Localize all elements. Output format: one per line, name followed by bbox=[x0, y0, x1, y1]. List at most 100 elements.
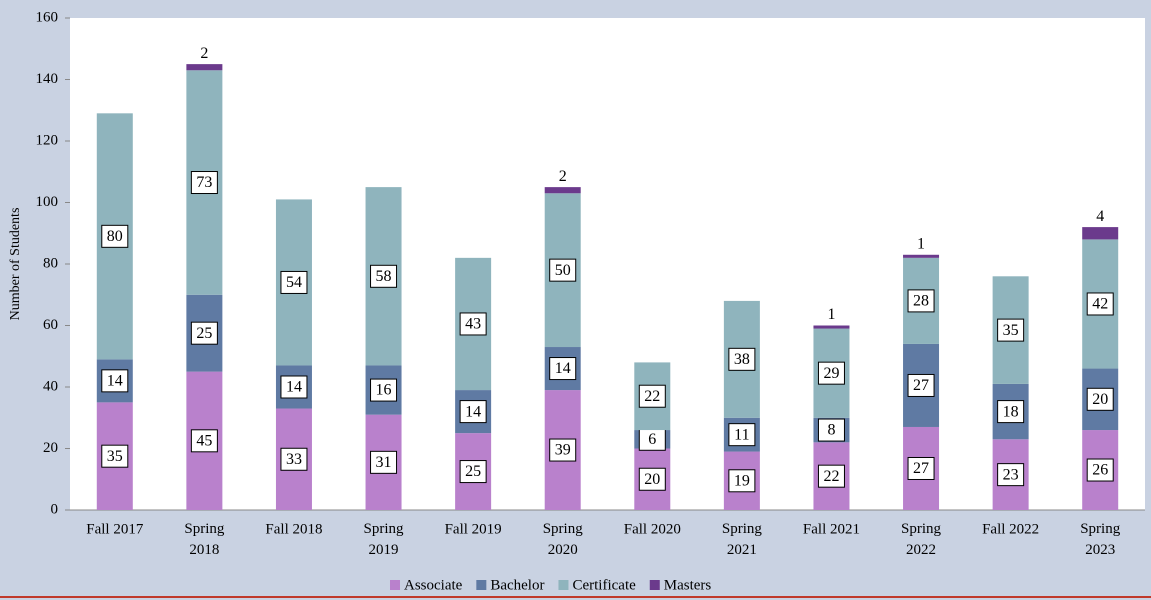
data-label-box bbox=[817, 418, 845, 442]
bar-segment bbox=[903, 254, 940, 258]
data-label: 28 bbox=[913, 293, 929, 310]
y-tick-label: 60 bbox=[43, 317, 58, 333]
legend-swatch bbox=[390, 580, 400, 590]
data-label: 20 bbox=[1092, 391, 1108, 408]
data-label: 35 bbox=[1003, 322, 1019, 339]
data-label: 54 bbox=[286, 274, 302, 291]
data-label-box bbox=[997, 463, 1025, 487]
data-label: 1 bbox=[827, 306, 835, 323]
data-label: 80 bbox=[107, 228, 123, 245]
data-label: 27 bbox=[913, 377, 929, 394]
data-label-box bbox=[101, 369, 129, 393]
data-label-box bbox=[638, 384, 666, 408]
data-label-box bbox=[370, 378, 398, 402]
data-label: 19 bbox=[734, 472, 750, 489]
data-label: 11 bbox=[734, 426, 749, 443]
y-tick-label: 120 bbox=[36, 132, 59, 148]
x-tick-label: Fall 2017 bbox=[86, 521, 144, 537]
data-label-box bbox=[997, 318, 1025, 342]
data-label: 2 bbox=[559, 168, 567, 185]
data-label-box bbox=[549, 258, 577, 282]
legend-label: Bachelor bbox=[490, 577, 544, 593]
data-label: 23 bbox=[1003, 466, 1019, 483]
data-label-box bbox=[907, 289, 935, 313]
plot-area bbox=[70, 18, 1145, 510]
data-label: 26 bbox=[1092, 462, 1108, 479]
data-label: 14 bbox=[107, 373, 123, 390]
legend-label: Certificate bbox=[572, 577, 636, 593]
data-label-box bbox=[280, 270, 308, 294]
data-label-box bbox=[817, 361, 845, 385]
x-tick-label: Fall 2021 bbox=[803, 521, 860, 537]
data-label: 50 bbox=[555, 262, 571, 279]
data-label: 42 bbox=[1092, 296, 1108, 313]
data-label-box bbox=[101, 444, 129, 468]
y-tick-label: 100 bbox=[36, 194, 59, 210]
data-label-box bbox=[459, 312, 487, 336]
data-label-box bbox=[907, 373, 935, 397]
data-label: 14 bbox=[465, 403, 481, 420]
x-tick-label: Fall 2022 bbox=[982, 521, 1039, 537]
legend-swatch bbox=[649, 580, 660, 590]
data-label-box bbox=[101, 224, 129, 248]
data-label-box bbox=[280, 447, 308, 471]
data-label: 25 bbox=[196, 325, 212, 342]
data-label-box bbox=[907, 456, 935, 480]
data-label-box bbox=[190, 321, 218, 345]
bar-segment bbox=[813, 325, 850, 329]
data-label-box bbox=[190, 171, 218, 195]
bar-segment bbox=[1082, 227, 1119, 240]
data-label: 1 bbox=[917, 235, 925, 252]
x-tick-label: Spring 2023 bbox=[1080, 521, 1121, 558]
y-tick-label: 20 bbox=[43, 440, 58, 456]
data-label: 20 bbox=[644, 471, 660, 488]
data-label: 39 bbox=[555, 442, 571, 459]
data-label: 27 bbox=[913, 460, 929, 477]
data-label: 14 bbox=[286, 379, 302, 396]
data-label: 73 bbox=[196, 174, 212, 191]
x-tick-label: Spring 2018 bbox=[184, 521, 225, 558]
x-tick-label: Fall 2020 bbox=[624, 521, 681, 537]
legend-swatch bbox=[558, 580, 569, 590]
x-tick-label: Spring 2019 bbox=[364, 521, 405, 558]
data-label: 35 bbox=[107, 448, 123, 465]
data-label: 18 bbox=[1003, 403, 1019, 420]
data-label: 38 bbox=[734, 351, 750, 368]
data-label-box bbox=[728, 347, 756, 371]
y-tick-label: 0 bbox=[51, 501, 59, 517]
x-tick-label: Fall 2018 bbox=[265, 521, 322, 537]
x-tick-label: Fall 2019 bbox=[445, 521, 502, 537]
data-label: 4 bbox=[1096, 208, 1104, 225]
x-tick-label: Spring 2020 bbox=[543, 521, 584, 558]
legend-label: Masters bbox=[664, 577, 712, 593]
data-label-box bbox=[190, 429, 218, 453]
data-label: 22 bbox=[823, 468, 839, 485]
data-label: 25 bbox=[465, 463, 481, 480]
data-label: 22 bbox=[644, 388, 660, 405]
data-label-box bbox=[370, 264, 398, 288]
data-label: 58 bbox=[376, 268, 392, 285]
y-tick-label: 40 bbox=[43, 378, 58, 394]
data-label-box bbox=[549, 438, 577, 462]
data-label-box bbox=[459, 400, 487, 424]
y-tick-label: 160 bbox=[36, 9, 59, 25]
legend-swatch bbox=[476, 580, 487, 590]
data-label-box bbox=[728, 423, 756, 447]
data-label-box bbox=[817, 464, 845, 488]
data-label: 43 bbox=[465, 316, 481, 333]
bar-segment bbox=[186, 64, 223, 71]
data-label: 8 bbox=[827, 422, 835, 439]
y-tick-label: 80 bbox=[43, 255, 58, 271]
y-tick-label: 140 bbox=[36, 71, 59, 87]
data-label: 6 bbox=[648, 431, 656, 448]
legend-label: Associate bbox=[404, 577, 463, 593]
data-label-box bbox=[1086, 387, 1114, 411]
x-tick-label: Spring 2021 bbox=[722, 521, 763, 558]
data-label: 45 bbox=[196, 432, 212, 449]
data-label-box bbox=[459, 460, 487, 484]
data-label: 31 bbox=[376, 454, 392, 471]
data-label-box bbox=[997, 400, 1025, 424]
data-label-box bbox=[1086, 458, 1114, 482]
data-label: 33 bbox=[286, 451, 302, 468]
